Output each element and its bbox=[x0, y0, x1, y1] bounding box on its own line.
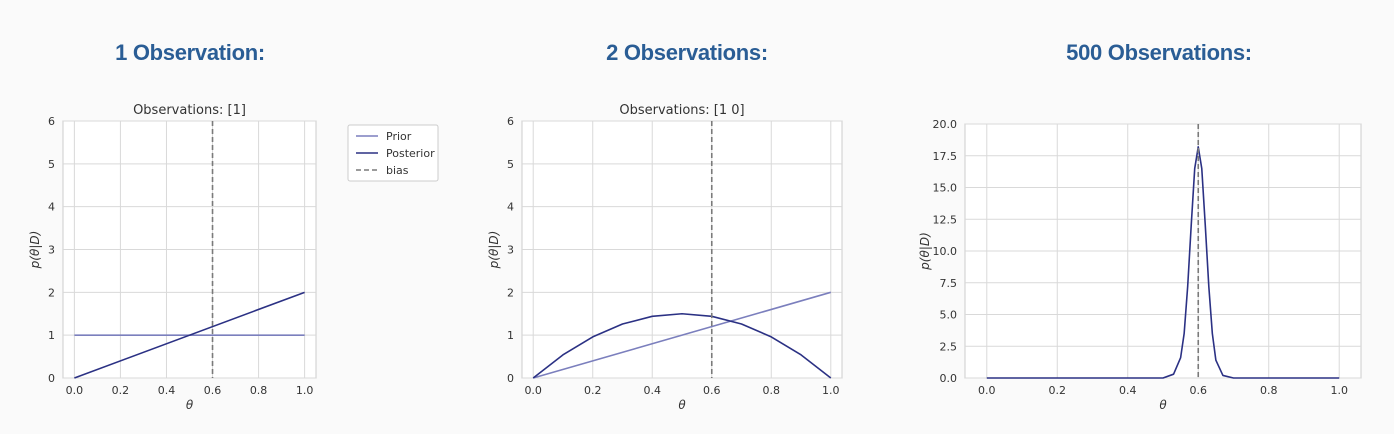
y-tick-label: 7.5 bbox=[940, 277, 958, 290]
y-axis-label: p(θ|D) bbox=[487, 231, 501, 270]
y-tick-label: 4 bbox=[507, 201, 514, 214]
y-tick-label: 1 bbox=[48, 329, 55, 342]
y-tick-label: 20.0 bbox=[933, 118, 958, 131]
x-tick-label: 1.0 bbox=[1330, 384, 1348, 397]
legend-box bbox=[347, 124, 439, 182]
y-tick-label: 6 bbox=[507, 115, 514, 128]
y-tick-label: 10.0 bbox=[933, 245, 958, 258]
x-tick-label: 0.4 bbox=[643, 384, 661, 397]
y-tick-label: 5 bbox=[507, 158, 514, 171]
x-tick-label: 1.0 bbox=[296, 384, 314, 397]
legend-label-posterior: Posterior bbox=[386, 147, 435, 160]
y-tick-label: 2 bbox=[48, 286, 55, 299]
legend-label-bias: bias bbox=[386, 164, 409, 177]
x-tick-label: 0.2 bbox=[112, 384, 130, 397]
series-posterior-line bbox=[532, 312, 832, 379]
x-tick-label: 1.0 bbox=[822, 384, 840, 397]
y-tick-label: 5.0 bbox=[940, 309, 958, 322]
chart-1: 0.0 0.2 0.4 0.6 0.8 1.0 0 1 2 3 4 5 6 Observations: [… bbox=[28, 103, 439, 412]
x-tick-label: 0.8 bbox=[250, 384, 268, 397]
y-tick-label: 12.5 bbox=[933, 213, 958, 226]
panel-1-heading: 1 Observation: bbox=[115, 40, 265, 65]
x-tick-label: 0.0 bbox=[66, 384, 84, 397]
y-tick-label: 17.5 bbox=[933, 150, 958, 163]
panel-2-heading: 2 Observations: bbox=[606, 40, 768, 65]
y-tick-label: 4 bbox=[48, 201, 55, 214]
y-tick-label: 2 bbox=[507, 286, 514, 299]
y-tick-label: 0 bbox=[48, 372, 55, 385]
x-tick-label: 0.2 bbox=[1049, 384, 1067, 397]
y-tick-label: 3 bbox=[48, 244, 55, 257]
x-axis-label: θ bbox=[678, 398, 686, 412]
series-posterior-line bbox=[74, 291, 305, 379]
x-tick-label: 0.4 bbox=[158, 384, 176, 397]
x-axis-label: θ bbox=[186, 398, 194, 412]
y-axis-label: p(θ|D) bbox=[918, 232, 932, 271]
y-axis-label: p(θ|D) bbox=[28, 231, 42, 270]
y-tick-label: 15.0 bbox=[933, 182, 958, 195]
x-tick-label: 0.8 bbox=[1260, 384, 1278, 397]
x-tick-label: 0.4 bbox=[1119, 384, 1137, 397]
chart-title: Observations: [1] bbox=[133, 103, 246, 118]
x-tick-label: 0.8 bbox=[763, 384, 781, 397]
x-tick-label: 0.0 bbox=[524, 384, 542, 397]
y-tick-label: 3 bbox=[507, 244, 514, 257]
chart-3: 0.0 0.2 0.4 0.6 0.8 1.0 0.0 2.5 5.0 7.5 10.0 12.5 15… bbox=[918, 118, 1362, 412]
chart-title: Observations: [1 0] bbox=[619, 103, 744, 118]
x-tick-label: 0.6 bbox=[1189, 384, 1207, 397]
x-tick-label: 0.0 bbox=[978, 384, 996, 397]
y-tick-label: 1 bbox=[507, 329, 514, 342]
x-tick-label: 0.6 bbox=[204, 384, 222, 397]
series-prior-line bbox=[532, 291, 832, 379]
y-tick-label: 2.5 bbox=[940, 340, 958, 353]
x-tick-label: 0.2 bbox=[584, 384, 602, 397]
x-axis-label: θ bbox=[1159, 398, 1167, 412]
chart-2: 0.0 0.2 0.4 0.6 0.8 1.0 0 1 2 3 4 5 6 Observations: [… bbox=[487, 103, 843, 412]
y-tick-label: 6 bbox=[48, 115, 55, 128]
series-posterior-line bbox=[986, 146, 1340, 379]
legend-label-prior: Prior bbox=[386, 130, 412, 143]
panel-3-heading: 500 Observations: bbox=[1066, 40, 1252, 65]
y-tick-label: 5 bbox=[48, 158, 55, 171]
x-tick-label: 0.6 bbox=[703, 384, 721, 397]
legend: Prior Posterior bias bbox=[347, 124, 439, 182]
y-tick-label: 0 bbox=[507, 372, 514, 385]
y-tick-label: 0.0 bbox=[940, 372, 958, 385]
